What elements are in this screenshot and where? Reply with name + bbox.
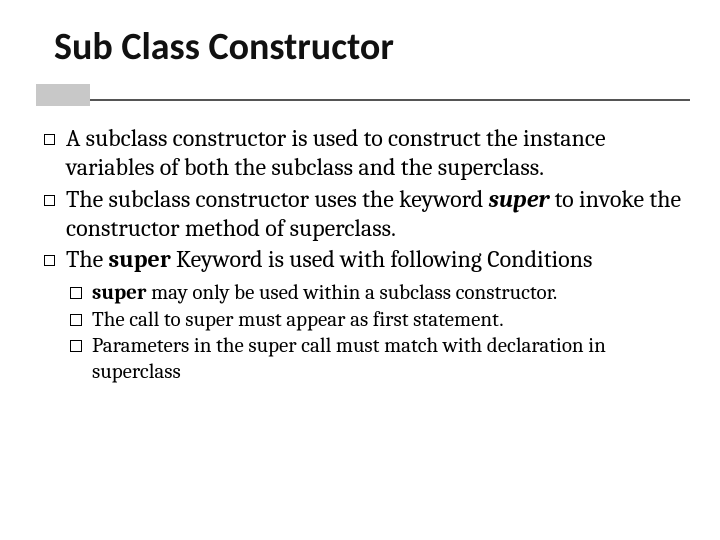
sub-bullet-list: super may only be used within a subclass… <box>70 280 690 385</box>
list-item: The call to super must appear as first s… <box>70 307 690 333</box>
page-title: Sub Class Constructor <box>54 24 690 70</box>
list-item: A subclass constructor is used to constr… <box>42 124 690 183</box>
keyword-super: super <box>109 245 171 273</box>
keyword-super: super <box>489 185 550 213</box>
list-item: super may only be used within a subclass… <box>70 280 690 306</box>
divider-block <box>36 84 90 106</box>
keyword-super: super <box>92 281 146 305</box>
bullet-text: The <box>66 245 109 273</box>
bullet-text: A subclass constructor is used to constr… <box>66 124 606 181</box>
list-item: The super Keyword is used with following… <box>42 245 690 274</box>
main-bullet-list: A subclass constructor is used to constr… <box>42 124 690 274</box>
list-item: The subclass constructor uses the keywor… <box>42 185 690 244</box>
bullet-text: Parameters in the super call must match … <box>92 334 606 384</box>
slide: Sub Class Constructor A subclass constru… <box>0 0 720 540</box>
bullet-text: Keyword is used with following Condition… <box>171 245 593 273</box>
list-item: Parameters in the super call must match … <box>70 333 690 386</box>
bullet-text: may only be used within a subclass const… <box>146 281 557 305</box>
bullet-text: The call to super must appear as first s… <box>92 308 504 332</box>
divider-line <box>90 99 690 101</box>
bullet-text: The subclass constructor uses the keywor… <box>66 185 489 213</box>
title-divider <box>36 84 690 106</box>
